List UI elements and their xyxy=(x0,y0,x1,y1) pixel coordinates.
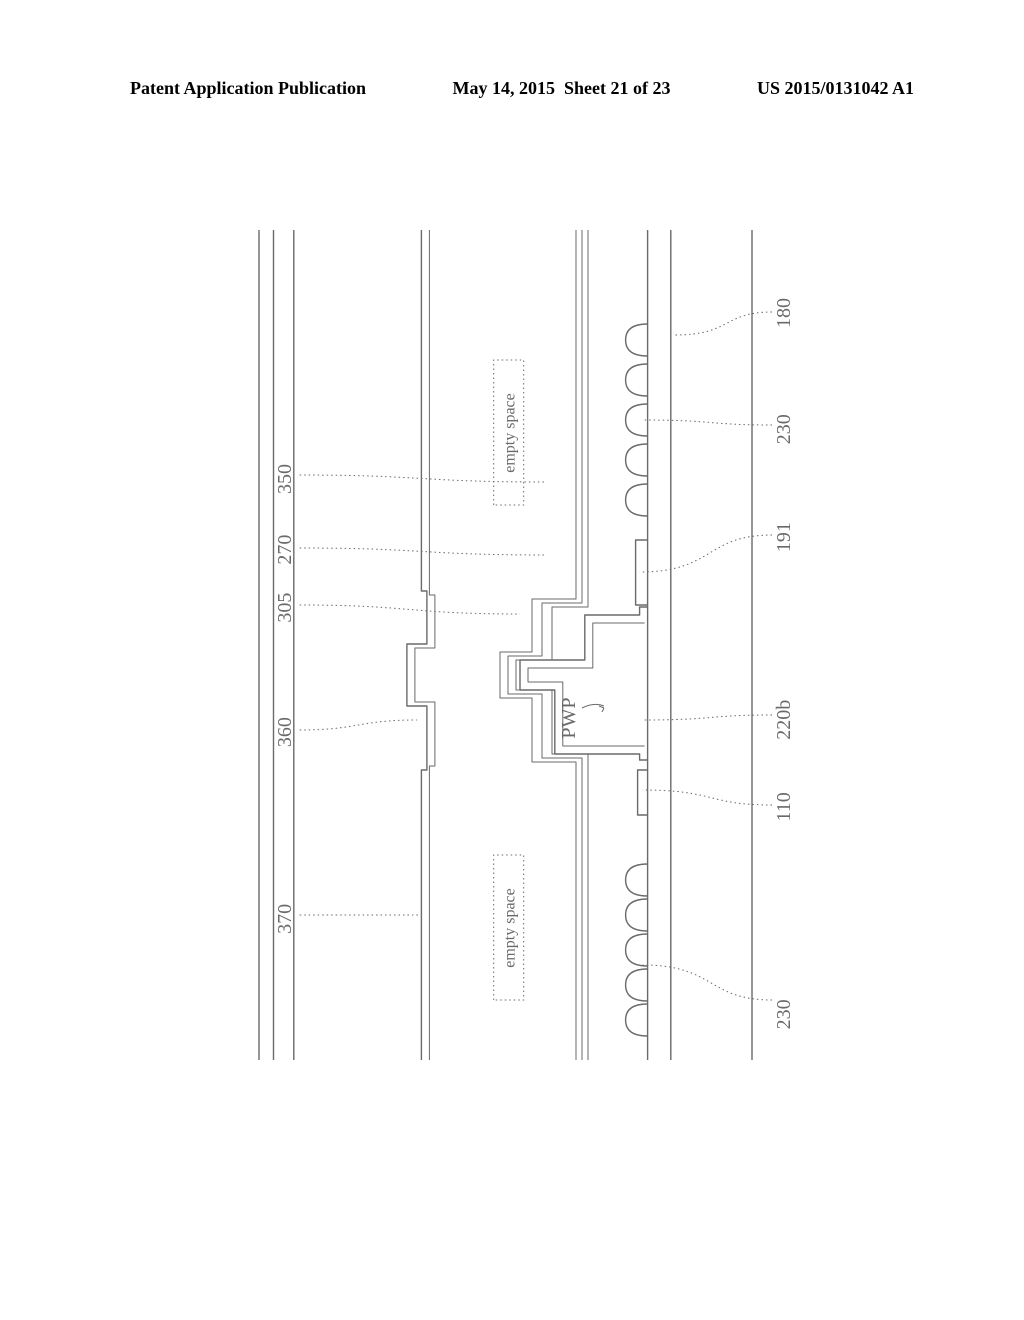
svg-text:305: 305 xyxy=(274,593,296,623)
svg-text:270: 270 xyxy=(274,535,296,565)
svg-text:empty space: empty space xyxy=(502,393,519,473)
figure-21: FIG. 21PWPempty spaceempty space37036030… xyxy=(230,230,810,1060)
svg-text:350: 350 xyxy=(274,464,296,494)
svg-text:empty space: empty space xyxy=(502,888,519,968)
svg-text:220b: 220b xyxy=(773,700,795,740)
header-date: May 14, 2015 xyxy=(453,78,556,98)
header-sheet: Sheet 21 of 23 xyxy=(564,78,671,98)
header-pubnum: US 2015/0131042 A1 xyxy=(757,78,914,99)
svg-text:230: 230 xyxy=(773,414,795,444)
svg-text:PWP: PWP xyxy=(558,697,580,738)
svg-text:180: 180 xyxy=(773,298,795,328)
svg-text:110: 110 xyxy=(773,792,795,821)
svg-text:360: 360 xyxy=(274,717,296,747)
figure-svg: FIG. 21PWPempty spaceempty space37036030… xyxy=(230,230,810,1060)
svg-text:370: 370 xyxy=(274,904,296,934)
header-left: Patent Application Publication xyxy=(130,78,366,99)
page-header: Patent Application Publication May 14, 2… xyxy=(0,78,1024,99)
svg-text:191: 191 xyxy=(773,522,795,552)
svg-text:230: 230 xyxy=(773,999,795,1029)
